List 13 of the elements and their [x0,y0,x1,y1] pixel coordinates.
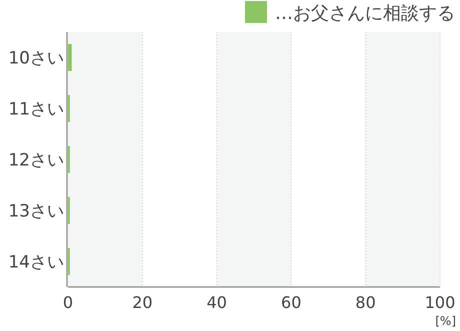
y-tick-label: 13さい [8,202,64,222]
x-axis-title: [%] [435,314,456,328]
x-tick-label: 80 [355,293,376,312]
x-tick-label: 60 [281,293,302,312]
y-tick-label: 14さい [8,252,64,272]
y-tick-label: 12さい [8,150,64,170]
y-tick-label: 11さい [8,100,64,120]
y-tick-label: 10さい [8,48,64,68]
x-tick-label: 20 [132,293,153,312]
x-tick-label: 100 [424,293,456,312]
legend-label: …お父さんに相談する [275,3,455,24]
x-tick-label: 40 [206,293,227,312]
x-tick-label: 0 [62,293,74,312]
